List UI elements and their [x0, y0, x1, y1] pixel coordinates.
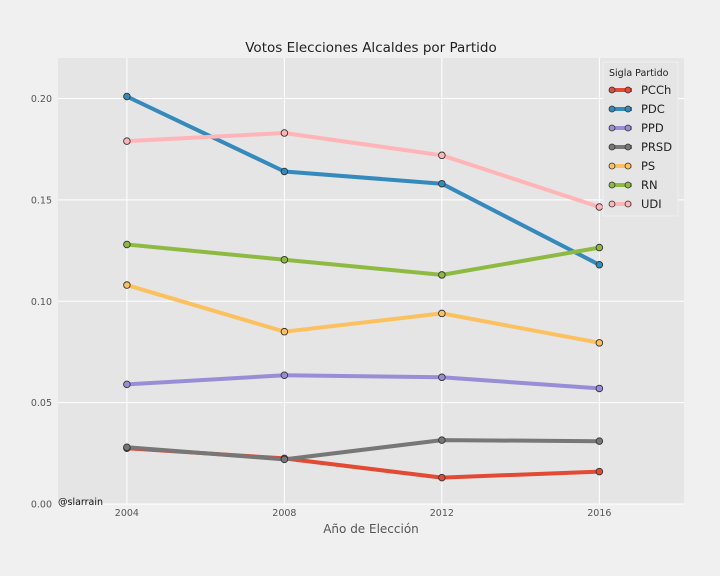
data-point-ppd — [280, 371, 289, 380]
data-point-rn — [438, 271, 446, 279]
data-point-ps — [595, 339, 604, 347]
legend-item-prsd: PRSD — [608, 140, 672, 154]
y-tick-label: 0.20 — [31, 94, 52, 105]
chart-title: Votos Elecciones Alcaldes por Partido — [245, 40, 496, 56]
legend-label-pcch: PCCh — [641, 83, 671, 97]
data-point-udi — [280, 129, 289, 137]
legend-box — [602, 61, 679, 217]
legend-item-pdc: PDC — [608, 102, 665, 116]
data-point-pcch — [595, 467, 604, 476]
data-point-rn — [123, 240, 131, 249]
legend-marker — [608, 86, 616, 94]
series-lines — [126, 94, 601, 480]
plot-area — [58, 58, 684, 504]
y-tick-label: 0.05 — [31, 398, 52, 409]
legend-label-ppd: PPD — [641, 121, 664, 135]
y-tick-label: 0.15 — [31, 195, 52, 206]
legend-marker — [624, 181, 632, 189]
legend-item-ps: PS — [608, 159, 655, 173]
legend: Sigla Partido PCCh PDC PPD PRSD PS RN UDI — [602, 61, 679, 217]
data-point-prsd — [595, 437, 604, 445]
data-point-pdc — [595, 261, 604, 269]
data-point-rn — [280, 255, 289, 264]
series-line-ppd — [126, 373, 600, 391]
data-point-prsd — [280, 455, 289, 464]
legend-marker — [624, 86, 632, 94]
x-axis-ticks: 2004 2008 2012 2016 — [115, 508, 612, 519]
legend-marker — [624, 105, 632, 113]
legend-marker — [624, 124, 632, 132]
legend-marker — [608, 162, 616, 170]
data-point-udi — [438, 151, 446, 160]
legend-label-prsd: PRSD — [641, 140, 672, 154]
legend-marker — [608, 200, 616, 208]
legend-marker — [608, 105, 616, 113]
legend-marker — [624, 162, 632, 170]
legend-marker — [624, 200, 632, 208]
legend-item-udi: UDI — [608, 197, 662, 211]
credit-label: @slarrain — [58, 497, 103, 508]
data-point-pdc — [280, 167, 289, 176]
legend-label-rn: RN — [641, 178, 658, 192]
data-point-pdc — [438, 179, 446, 188]
legend-title: Sigla Partido — [609, 68, 669, 79]
series-line-prsd — [126, 438, 600, 462]
data-point-ps — [438, 309, 446, 318]
data-point-ppd — [123, 380, 131, 389]
legend-label-pdc: PDC — [641, 102, 665, 116]
legend-marker — [608, 124, 616, 132]
data-point-rn — [595, 243, 604, 252]
series-line-rn — [126, 242, 600, 277]
series-line-pdc — [126, 94, 601, 267]
data-point-udi — [595, 203, 604, 211]
x-tick-label: 2016 — [587, 508, 611, 519]
data-point-prsd — [438, 436, 446, 444]
x-tick-label: 2004 — [115, 508, 139, 519]
legend-label-ps: PS — [641, 159, 655, 173]
y-axis-ticks: 0.00 0.05 0.10 0.15 0.20 — [31, 94, 52, 510]
legend-item-rn: RN — [608, 178, 658, 192]
legend-label-udi: UDI — [641, 197, 662, 211]
x-tick-label: 2008 — [272, 508, 296, 519]
data-point-ppd — [595, 384, 604, 393]
legend-marker — [608, 143, 616, 151]
data-point-udi — [123, 137, 131, 145]
y-tick-label: 0.10 — [31, 297, 52, 308]
series-line-ps — [126, 283, 600, 345]
data-point-ps — [280, 327, 289, 336]
data-point-ps — [123, 281, 131, 289]
data-point-pdc — [123, 92, 131, 101]
legend-item-ppd: PPD — [608, 121, 664, 135]
data-point-pcch — [438, 473, 446, 482]
data-point-prsd — [123, 443, 131, 451]
x-tick-label: 2012 — [430, 508, 454, 519]
y-tick-label: 0.00 — [31, 500, 52, 511]
series-points — [123, 92, 604, 482]
legend-marker — [624, 143, 632, 151]
series-line-udi — [126, 131, 601, 209]
x-axis-label: Año de Elección — [323, 522, 419, 536]
data-point-ppd — [438, 373, 446, 382]
legend-marker — [608, 181, 616, 189]
legend-item-pcch: PCCh — [608, 83, 671, 97]
